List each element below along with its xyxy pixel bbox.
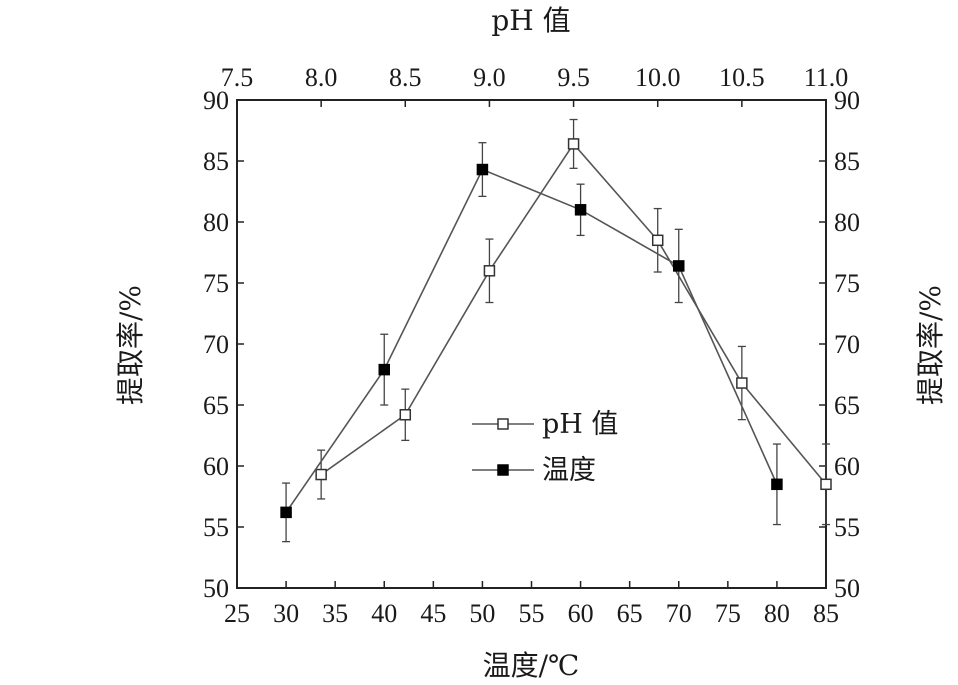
data-point-temperature [280, 506, 292, 519]
x2-axis-title: pH 值 [491, 4, 570, 37]
x-tick-label: 55 [519, 599, 545, 628]
x-tick-label: 45 [420, 599, 446, 628]
y2-axis-title: 提取率/% [914, 285, 947, 405]
y-axis-title: 提取率/% [114, 285, 147, 405]
legend-marker-temperature [497, 464, 509, 476]
y-tick-label: 70 [203, 330, 229, 359]
ticks: 25 30 35 40 45 50 55 60 65 70 75 80 85 7.5 8.0 8.5 9.0 9.… [203, 63, 860, 628]
data-point-ph [651, 234, 664, 247]
y2-tick-label: 65 [834, 391, 860, 420]
legend: pH 值温度 [472, 409, 618, 486]
y2-tick-label: 80 [834, 208, 860, 237]
y2-tick-label: 85 [834, 147, 860, 176]
x-tick-label: 85 [813, 599, 839, 628]
y-tick-label: 55 [203, 513, 229, 542]
data-point-ph [315, 468, 327, 481]
y-tick-label: 75 [203, 269, 229, 298]
y2-tick-label: 90 [834, 86, 860, 115]
x2-tick-label: 8.5 [389, 63, 422, 92]
data-point-temperature [673, 260, 685, 272]
y-tick-label: 85 [203, 147, 229, 176]
legend-label-ph: pH 值 [542, 409, 618, 440]
data-point-ph [399, 409, 412, 421]
y-tick-label: 80 [203, 208, 229, 237]
legend-marker-ph [497, 418, 509, 430]
x-tick-label: 25 [224, 599, 250, 628]
x2-tick-label: 8.0 [305, 63, 338, 92]
series [280, 118, 832, 543]
data-point-ph [483, 265, 496, 277]
y2-tick-label: 50 [834, 574, 860, 603]
legend-label-temperature: 温度 [542, 455, 596, 486]
x-tick-label: 70 [666, 599, 692, 628]
x-tick-label: 65 [617, 599, 643, 628]
y2-tick-label: 60 [834, 452, 860, 481]
x-tick-label: 30 [273, 599, 299, 628]
x2-tick-label: 9.0 [473, 63, 506, 92]
data-point-temperature [378, 363, 390, 376]
x2-tick-label: 9.5 [557, 63, 590, 92]
data-point-temperature [476, 163, 489, 176]
y-tick-label: 90 [203, 86, 229, 115]
x2-tick-label: 7.5 [221, 63, 254, 92]
x2-tick-label: 10.5 [719, 63, 765, 92]
axes [236, 99, 827, 589]
data-point-ph [736, 377, 748, 389]
x-tick-label: 75 [715, 599, 741, 628]
data-point-ph [820, 478, 832, 491]
x-tick-label: 50 [469, 599, 495, 628]
y2-tick-label: 75 [834, 269, 860, 298]
plot-frame [236, 99, 827, 589]
data-point-ph [567, 138, 580, 150]
y2-tick-label: 55 [834, 513, 860, 542]
y-tick-label: 65 [203, 391, 229, 420]
x-tick-label: 60 [568, 599, 594, 628]
y-tick-label: 50 [203, 574, 229, 603]
x2-tick-label: 10.0 [635, 63, 681, 92]
x2-tick-label: 11.0 [804, 63, 849, 92]
y2-tick-label: 70 [834, 330, 860, 359]
x-tick-label: 40 [371, 599, 397, 628]
x-tick-label: 80 [764, 599, 790, 628]
series-line-temperature [285, 168, 778, 513]
x-axis-title: 温度/℃ [483, 649, 580, 682]
y-tick-label: 60 [203, 452, 229, 481]
x-tick-label: 35 [322, 599, 348, 628]
data-point-temperature [771, 478, 783, 491]
data-point-temperature [574, 204, 587, 216]
